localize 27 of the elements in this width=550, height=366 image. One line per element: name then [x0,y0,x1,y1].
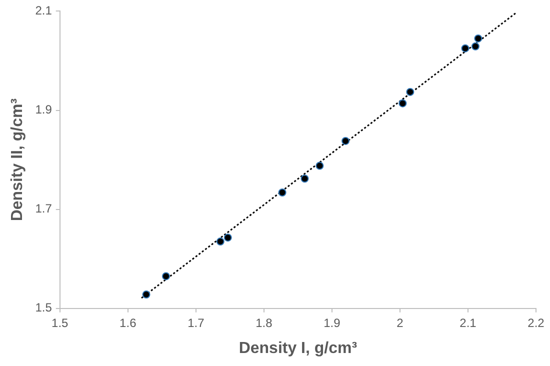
x-tick-label: 2.2 [528,316,545,330]
y-tick-label: 2.1 [35,4,52,18]
point [224,234,232,242]
point [342,136,350,145]
x-tick-label: 1.6 [120,316,137,330]
point [461,44,470,52]
x-axis-title: Density I, g/cm³ [238,340,358,357]
point [142,290,150,299]
x-tick-label: 2 [396,316,404,330]
point [278,188,286,196]
y-axis-title: Density II, g/cm³ [9,98,26,222]
x-tick-label: 1.8 [256,316,273,330]
y-tick-label: 1.7 [35,202,52,216]
point [471,42,480,50]
y-tick-label: 1.5 [35,300,52,315]
point [162,272,170,280]
point [316,162,324,170]
x-tick-label: 2.1 [460,316,477,330]
point [300,174,309,183]
point [216,238,224,246]
point [398,99,407,108]
point [474,34,482,42]
x-tick-label: 1.7 [188,316,205,330]
x-tick-label: 1.5 [52,316,69,330]
x-tick-label: 1.9 [324,316,341,330]
y-tick-label: 1.9 [35,102,52,117]
point [406,88,414,96]
